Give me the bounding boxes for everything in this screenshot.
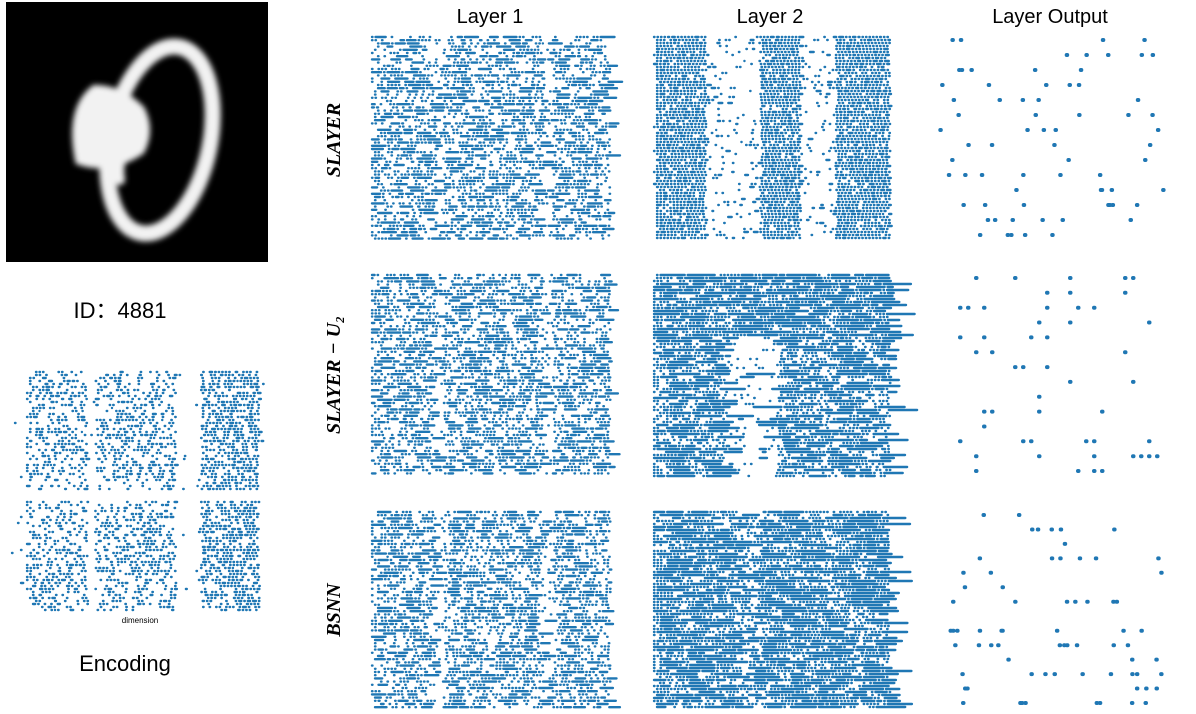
encoding-caption: Encoding xyxy=(79,651,171,676)
encoding-raster xyxy=(10,370,265,612)
spike-raster xyxy=(948,513,1164,705)
column-title: Layer 2 xyxy=(737,6,804,28)
spike-raster xyxy=(370,273,621,475)
spike-raster xyxy=(10,500,261,612)
row-label: SLAYER xyxy=(323,103,345,177)
digit-image xyxy=(6,2,268,262)
column-title: Layer Output xyxy=(992,6,1108,28)
spike-raster xyxy=(652,510,914,709)
spike-raster xyxy=(652,273,919,478)
spike-raster xyxy=(958,276,1160,473)
column-title: Layer 1 xyxy=(457,6,524,28)
raster-panels xyxy=(370,35,1166,709)
spike-raster xyxy=(13,370,265,491)
spike-raster xyxy=(370,35,624,240)
row-label: SLAYER − U₂ xyxy=(323,316,345,434)
spike-raster xyxy=(652,35,893,240)
id-label: ID：4881 xyxy=(74,298,167,323)
axis-label: dimension xyxy=(122,616,158,625)
row-label: BSNN xyxy=(323,582,345,638)
spike-raster xyxy=(938,38,1166,237)
spike-raster xyxy=(370,510,622,709)
